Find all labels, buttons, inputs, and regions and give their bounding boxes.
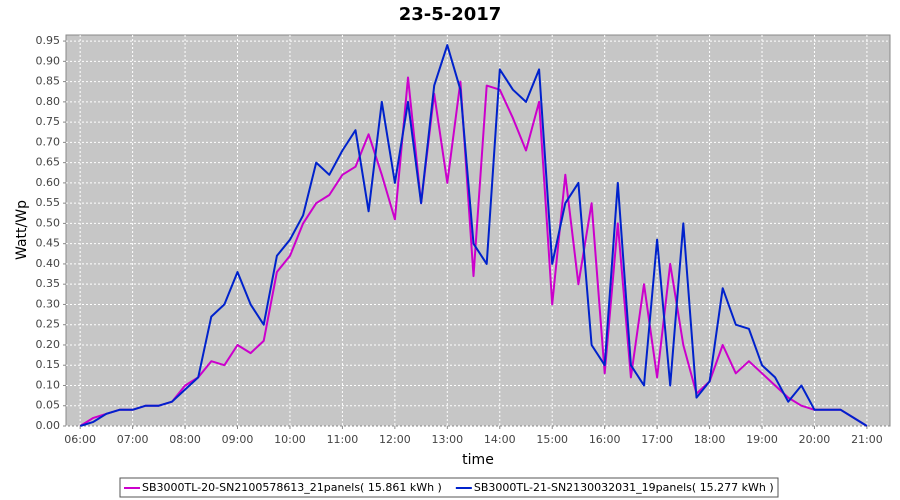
y-tick-label: 0.70 (36, 135, 61, 148)
plot-area (65, 34, 891, 427)
x-tick-label: 07:00 (117, 433, 149, 446)
legend-label: SB3000TL-21-SN2130032031_19panels( 15.27… (474, 481, 774, 494)
y-tick-label: 0.55 (36, 196, 61, 209)
x-tick-label: 10:00 (274, 433, 306, 446)
legend-items: SB3000TL-20-SN2100578613_21panels( 15.86… (124, 481, 774, 494)
x-tick-label: 06:00 (64, 433, 96, 446)
y-tick-label: 0.35 (36, 277, 61, 290)
x-tick-label: 20:00 (799, 433, 831, 446)
x-tick-label: 18:00 (694, 433, 726, 446)
y-tick-label: 0.40 (36, 257, 61, 270)
series-line (79, 44, 868, 427)
y-tick-label: 0.45 (36, 237, 61, 250)
x-tick-label: 17:00 (641, 433, 673, 446)
x-tick-label: 13:00 (431, 433, 463, 446)
y-tick-label: 0.95 (36, 34, 61, 47)
lines (79, 44, 868, 427)
x-tick-label: 16:00 (589, 433, 621, 446)
y-tick-label: 0.00 (36, 419, 61, 432)
y-tick-label: 0.85 (36, 75, 61, 88)
y-tick-label: 0.25 (36, 318, 61, 331)
x-axis-label: time (462, 452, 494, 468)
y-tick-label: 0.65 (36, 156, 61, 169)
y-tick-label: 0.75 (36, 115, 61, 128)
x-tick-label: 08:00 (169, 433, 201, 446)
x-tick-label: 09:00 (222, 433, 254, 446)
y-tick-label: 0.50 (36, 216, 61, 229)
x-tick-label: 14:00 (484, 433, 516, 446)
x-tick-label: 19:00 (746, 433, 778, 446)
y-tick-label: 0.60 (36, 176, 61, 189)
x-tick-label: 15:00 (536, 433, 568, 446)
x-tick-label: 12:00 (379, 433, 411, 446)
chart-title: 23-5-2017 (399, 4, 502, 25)
y-axis-label: Watt/Wp (14, 200, 30, 260)
series-line (79, 76, 868, 427)
y-tick-label: 0.05 (36, 399, 61, 412)
legend-label: SB3000TL-20-SN2100578613_21panels( 15.86… (142, 481, 442, 494)
x-tick-label: 11:00 (327, 433, 359, 446)
y-tick-label: 0.10 (36, 378, 61, 391)
y-tick-label: 0.20 (36, 338, 61, 351)
y-tick-label: 0.80 (36, 95, 61, 108)
y-tick-label: 0.15 (36, 358, 61, 371)
x-tick-label: 21:00 (851, 433, 883, 446)
y-tick-label: 0.90 (36, 54, 61, 67)
legend (119, 477, 779, 498)
y-tick-label: 0.30 (36, 297, 61, 310)
